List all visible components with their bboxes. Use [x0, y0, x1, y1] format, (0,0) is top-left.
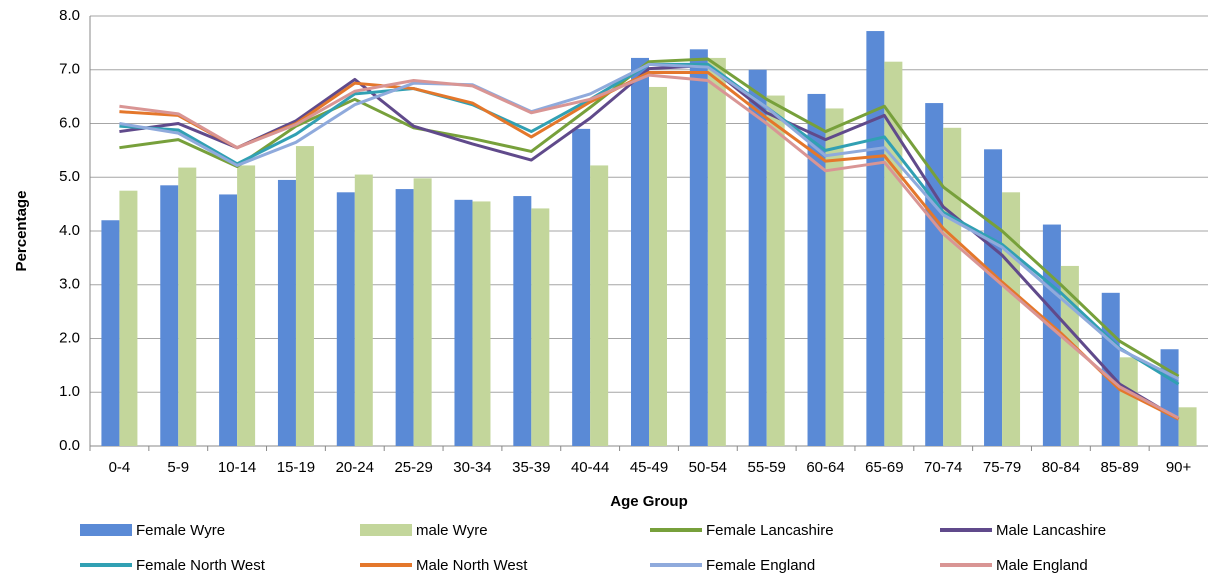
- bar: [277, 179, 296, 446]
- bar: [1178, 407, 1197, 446]
- x-tick-label: 40-44: [571, 459, 609, 476]
- bar: [413, 178, 432, 446]
- line-series: [119, 73, 1180, 420]
- x-tick-label: 0-4: [109, 459, 131, 476]
- y-tick-label: 1.0: [59, 383, 80, 400]
- legend-label: male Wyre: [416, 522, 488, 539]
- y-tick-label: 6.0: [59, 114, 80, 131]
- bar: [707, 57, 726, 447]
- bar: [178, 167, 197, 446]
- bar: [807, 93, 826, 446]
- bar: [766, 95, 785, 447]
- y-tick-label: 2.0: [59, 329, 80, 346]
- x-tick-label: 35-39: [512, 459, 550, 476]
- bar: [354, 174, 373, 446]
- legend-swatch: [80, 524, 132, 536]
- x-tick-label: 90+: [1166, 459, 1192, 476]
- bar: [1119, 357, 1138, 446]
- x-tick-label: 75-79: [983, 459, 1021, 476]
- bar: [825, 108, 844, 446]
- bar: [1101, 292, 1120, 446]
- line-series: [119, 63, 1180, 421]
- y-tick-label: 3.0: [59, 276, 80, 293]
- bar: [336, 192, 355, 446]
- legend-label: Female Wyre: [136, 522, 225, 539]
- bar: [631, 57, 649, 447]
- y-tick-label: 5.0: [59, 168, 80, 185]
- legend-label: Male England: [996, 557, 1088, 574]
- bar: [572, 128, 591, 446]
- bar: [219, 194, 238, 446]
- line-series: [119, 62, 1180, 381]
- bar: [590, 165, 609, 447]
- x-tick-label: 65-69: [865, 459, 903, 476]
- bar: [295, 146, 314, 446]
- x-tick-label: 10-14: [218, 459, 256, 476]
- bar: [160, 185, 179, 446]
- bar: [472, 201, 491, 446]
- bar: [513, 196, 532, 446]
- x-tick-label: 15-19: [277, 459, 315, 476]
- bar: [1160, 349, 1179, 446]
- bar: [925, 103, 944, 446]
- x-tick-label: 60-64: [806, 459, 844, 476]
- bar: [101, 220, 120, 446]
- y-tick-label: 8.0: [59, 7, 80, 24]
- y-axis-title: Percentage: [13, 191, 30, 272]
- y-tick-label: 4.0: [59, 222, 80, 239]
- bar: [1002, 192, 1021, 446]
- bar: [649, 86, 667, 446]
- bar: [884, 61, 903, 446]
- line-series: [119, 57, 1180, 378]
- x-tick-label: 45-49: [630, 459, 668, 476]
- bar: [984, 149, 1003, 447]
- legend-swatch: [360, 524, 412, 536]
- bar: [748, 69, 767, 446]
- bar: [531, 208, 550, 446]
- bar: [689, 49, 708, 446]
- legend-label: Male North West: [416, 557, 528, 574]
- legend-label: Female North West: [136, 557, 266, 574]
- bar: [395, 189, 414, 446]
- y-tick-label: 7.0: [59, 61, 80, 78]
- bar: [866, 31, 885, 447]
- x-tick-label: 85-89: [1101, 459, 1139, 476]
- legend-label: Female Lancashire: [706, 522, 834, 539]
- legend-label: Female England: [706, 557, 815, 574]
- bar: [237, 165, 256, 447]
- x-tick-label: 30-34: [453, 459, 491, 476]
- x-axis-title: Age Group: [610, 493, 688, 510]
- x-tick-label: 80-84: [1042, 459, 1080, 476]
- bar: [943, 127, 962, 447]
- x-tick-label: 55-59: [747, 459, 785, 476]
- x-tick-label: 70-74: [924, 459, 962, 476]
- x-tick-label: 50-54: [689, 459, 727, 476]
- legend-label: Male Lancashire: [996, 522, 1106, 539]
- x-tick-label: 5-9: [167, 459, 189, 476]
- bar: [454, 199, 473, 446]
- bar: [119, 190, 138, 446]
- x-tick-label: 25-29: [394, 459, 432, 476]
- y-tick-label: 0.0: [59, 437, 80, 454]
- x-tick-label: 20-24: [336, 459, 374, 476]
